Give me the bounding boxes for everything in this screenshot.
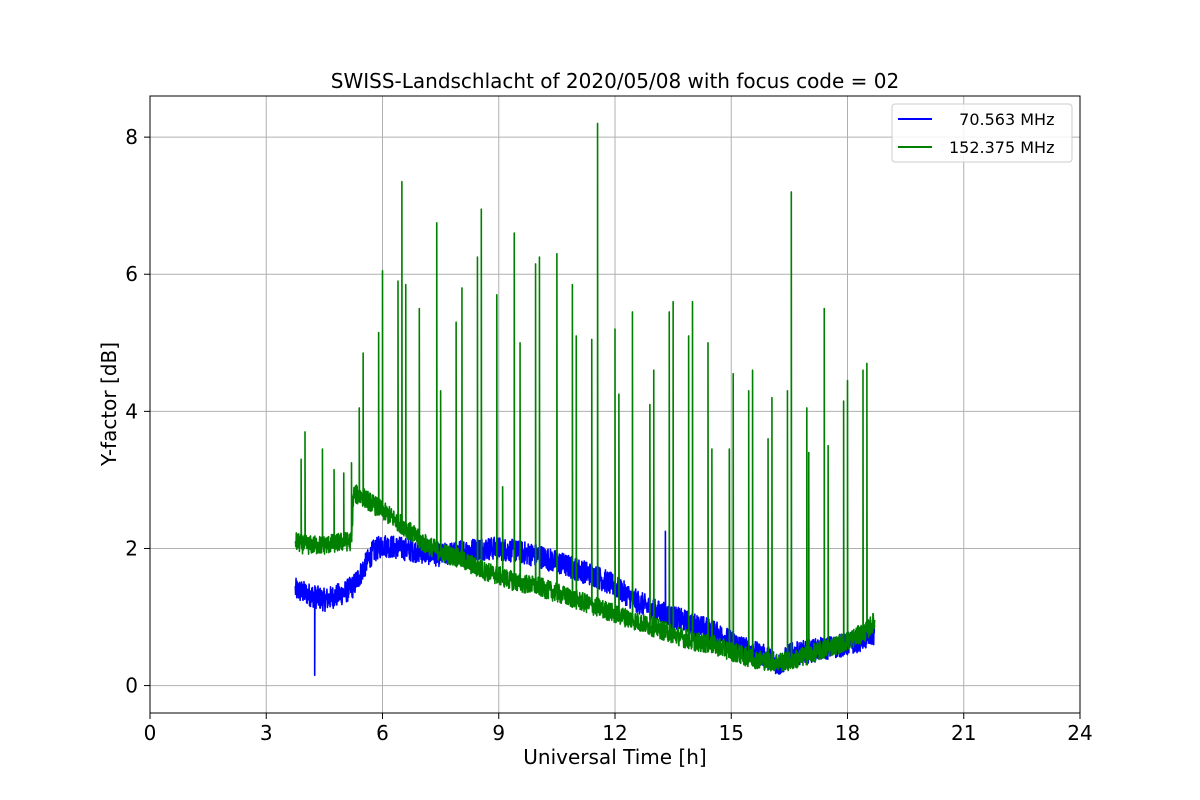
plot-series: [294, 122, 876, 677]
y-tick-label: 2: [125, 536, 138, 560]
x-tick-label: 18: [835, 721, 860, 745]
x-tick-label: 12: [602, 721, 627, 745]
x-tick-label: 24: [1067, 721, 1092, 745]
x-tick-label: 15: [719, 721, 744, 745]
legend-label-152mhz: 152.375 MHz: [949, 138, 1054, 157]
x-tick-label: 9: [492, 721, 505, 745]
y-axis-label: Y-factor [dB]: [97, 342, 121, 467]
x-tick-label: 0: [144, 721, 157, 745]
legend-label-70mhz: 70.563 MHz: [949, 110, 1054, 129]
series-70mhz: [294, 530, 876, 677]
y-tick-label: 6: [125, 262, 138, 286]
legend-box: [891, 103, 1073, 163]
y-axis-ticks: 0 2 4 6 8: [125, 125, 150, 698]
series-152mhz: [294, 122, 876, 672]
chart-title: SWISS-Landschlacht of 2020/05/08 with fo…: [331, 69, 899, 93]
y-tick-label: 8: [125, 125, 138, 149]
x-tick-label: 21: [951, 721, 976, 745]
x-axis-label: Universal Time [h]: [523, 745, 706, 769]
y-tick-label: 4: [125, 399, 138, 423]
legend: 70.563 MHz 152.375 MHz: [891, 103, 1073, 163]
x-axis-ticks: 0 3 6 9 12 15 18 21 24: [144, 713, 1093, 745]
x-tick-label: 3: [260, 721, 273, 745]
x-tick-label: 6: [376, 721, 389, 745]
y-tick-label: 0: [125, 674, 138, 698]
